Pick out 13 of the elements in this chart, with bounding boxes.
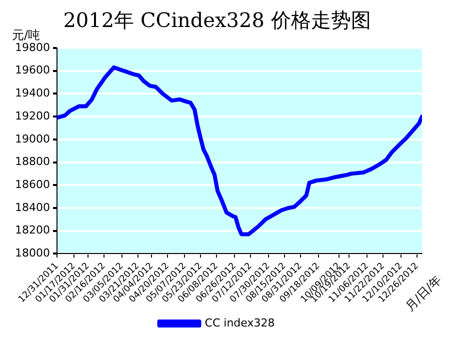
y-tick-label: 19600 — [14, 64, 50, 77]
chart-title: 2012年 CCindex328 价格走势图 — [63, 8, 371, 32]
y-tick-label: 19800 — [14, 40, 50, 54]
y-tick-label: 18400 — [14, 200, 50, 214]
y-tick-label: 18800 — [14, 155, 50, 168]
y-tick-label: 19000 — [14, 132, 50, 146]
y-tick-label: 19200 — [14, 109, 50, 122]
y-tick-label: 18600 — [14, 178, 50, 191]
legend-label: CC index328 — [204, 316, 275, 330]
y-tick-label: 18000 — [14, 246, 50, 260]
y-tick-label: 18200 — [14, 224, 50, 237]
y-tick-label: 19400 — [14, 86, 50, 100]
y-axis-title: 元/吨 — [12, 28, 40, 42]
